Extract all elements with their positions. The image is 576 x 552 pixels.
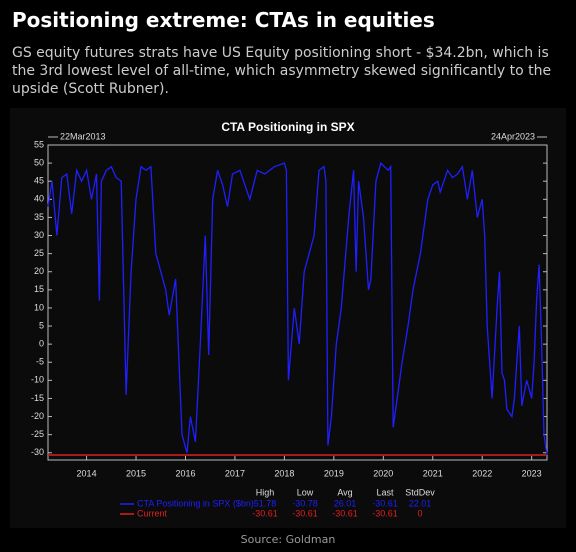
y-tick-label: 35 bbox=[34, 212, 44, 222]
plot-frame bbox=[47, 144, 548, 461]
stats-value: 22.01 bbox=[409, 498, 432, 508]
heading: Positioning extreme: CTAs in equities bbox=[12, 8, 435, 32]
stats-header: High bbox=[256, 487, 275, 497]
y-tick-label: 25 bbox=[34, 248, 44, 258]
source: Source: Goldman bbox=[240, 533, 336, 546]
chart: CTA Positioning in SPX 22Mar2013 24Apr202… bbox=[10, 108, 566, 528]
stats-header: Low bbox=[297, 487, 314, 497]
stats-value: -30.61 bbox=[252, 508, 278, 518]
x-tick-label: 2016 bbox=[175, 468, 195, 478]
y-tick-label: 30 bbox=[34, 230, 44, 240]
x-tick-label: 2021 bbox=[423, 468, 443, 478]
x-tick-label: 2022 bbox=[472, 468, 492, 478]
y-tick-label: 0 bbox=[39, 339, 44, 349]
y-tick-label: 5 bbox=[39, 320, 44, 330]
y-tick-label: -10 bbox=[31, 375, 44, 385]
y-tick-label: -15 bbox=[31, 393, 44, 403]
stats-header: Last bbox=[376, 487, 394, 497]
stats-value: -30.61 bbox=[332, 508, 358, 518]
end-date: 24Apr2023 bbox=[491, 131, 535, 141]
y-tick-label: 55 bbox=[34, 139, 44, 149]
stats-header: Avg bbox=[337, 487, 352, 497]
stats-value: -30.78 bbox=[292, 498, 318, 508]
x-tick-label: 2019 bbox=[324, 468, 344, 478]
y-tick-label: -20 bbox=[31, 411, 44, 421]
y-tick-label: 40 bbox=[34, 194, 44, 204]
y-tick-label: 15 bbox=[34, 284, 44, 294]
stats-value: -30.61 bbox=[372, 508, 398, 518]
y-tick-label: 45 bbox=[34, 176, 44, 186]
stats-value: -30.61 bbox=[372, 498, 398, 508]
stats-value: -30.61 bbox=[292, 508, 318, 518]
y-tick-label: 20 bbox=[34, 266, 44, 276]
chart-title: CTA Positioning in SPX bbox=[221, 120, 354, 134]
series-line bbox=[47, 161, 548, 456]
y-tick-label: -5 bbox=[36, 357, 44, 367]
y-tick-label: 10 bbox=[34, 302, 44, 312]
y-tick-label: -25 bbox=[31, 429, 44, 439]
description: GS equity futures strats have US Equity … bbox=[12, 45, 552, 97]
legend-label: Current bbox=[137, 508, 168, 518]
stats-value: 26.01 bbox=[334, 498, 357, 508]
x-tick-label: 2014 bbox=[77, 468, 97, 478]
x-tick-label: 2015 bbox=[126, 468, 146, 478]
stats-value: 0 bbox=[417, 508, 422, 518]
x-tick-label: 2017 bbox=[225, 468, 245, 478]
stats-value: 51.78 bbox=[254, 498, 277, 508]
x-tick-label: 2018 bbox=[274, 468, 294, 478]
y-tick-label: -30 bbox=[31, 447, 44, 457]
x-tick-label: 2020 bbox=[373, 468, 393, 478]
stats-header: StdDev bbox=[405, 487, 435, 497]
y-tick-label: 50 bbox=[34, 157, 44, 167]
legend-label: CTA Positioning in SPX ($bn) bbox=[137, 498, 254, 508]
x-tick-label: 2023 bbox=[522, 468, 542, 478]
start-date: 22Mar2013 bbox=[60, 131, 106, 141]
